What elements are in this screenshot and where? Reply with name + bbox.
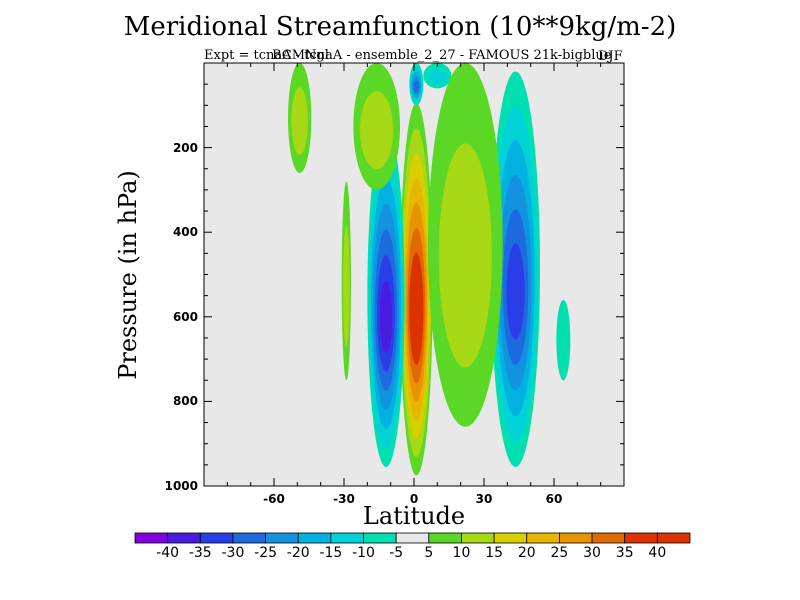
colorbar-label: 20 (517, 545, 536, 561)
cell-upper-negative-equator (409, 63, 424, 106)
colorbar-swatch (559, 532, 593, 544)
colorbar-label: -5 (389, 545, 404, 561)
contour-layer (288, 63, 571, 476)
colorbar-swatch (591, 532, 626, 544)
y-axis-label: Pressure (in hPa) (114, 170, 142, 380)
colorbar-label: 25 (550, 545, 569, 561)
colorbar-label: 30 (583, 545, 601, 561)
tick-marks (204, 63, 624, 486)
colorbar-swatch (199, 532, 234, 544)
season-label: DJF (598, 49, 623, 64)
contour-level (291, 87, 308, 156)
cell-upper-positive-south (353, 63, 400, 190)
contour-level (438, 143, 492, 368)
contour-level (506, 243, 525, 340)
colorbar-swatch (395, 532, 430, 544)
contour-level (427, 68, 448, 85)
contour-level (413, 80, 420, 93)
colorbar-label: -20 (286, 545, 310, 561)
colorbar-swatch (363, 532, 397, 544)
cell-north-hadley-positive (400, 103, 433, 476)
colorbar-label: -30 (221, 545, 245, 561)
colorbar-swatch (624, 532, 658, 544)
colorbar-label: -40 (156, 545, 180, 561)
chart-title: Meridional Streamfunction (10**9kg/m-2) (123, 12, 677, 42)
colorbar-swatch (134, 532, 169, 544)
colorbar-swatch (526, 532, 560, 544)
colorbar-swatch (428, 532, 462, 544)
x-axis-label: Latitude (362, 502, 466, 530)
colorbar-label: 10 (452, 545, 471, 561)
y-tick-label: 200 (172, 140, 198, 155)
colorbar-swatch (330, 532, 364, 544)
colorbar-label: -10 (352, 545, 375, 561)
contour-level (343, 225, 350, 348)
cell-positive-north-band (428, 63, 503, 427)
colorbar-label: -35 (188, 545, 212, 561)
cell-north-patch (556, 299, 571, 381)
colorbar-swatch (297, 532, 332, 544)
colorbar-label: -15 (319, 545, 343, 561)
colorbar-swatch (656, 532, 691, 544)
y-tick-label: 400 (172, 225, 198, 240)
x-tick-label: 60 (545, 492, 563, 506)
x-tick-label: -30 (333, 492, 355, 506)
cell-north-ferrel-negative (491, 71, 540, 467)
contour-level (411, 277, 422, 347)
chart-subtitle: Expt = tcnaA - tcnaA - ensemble_2_27 - F… (204, 48, 612, 63)
y-tick-label: 600 (172, 309, 198, 324)
colorbar-label: 35 (615, 545, 634, 561)
colorbar-swatch (493, 532, 528, 544)
contour-level (360, 91, 394, 170)
colorbar-label: 15 (485, 545, 504, 561)
colorbar (134, 532, 691, 544)
cell-upper-negative-north (423, 63, 452, 89)
y-tick-label: 1000 (164, 479, 198, 493)
contour-level (556, 299, 571, 381)
colorbar-swatch (265, 532, 299, 544)
cell-south-ferrel-negative (367, 126, 405, 467)
y-tick-label: 800 (172, 394, 198, 409)
colorbar-swatch (167, 532, 201, 544)
x-tick-label: 0 (409, 492, 419, 506)
colorbar-swatch (461, 532, 495, 544)
cell-mid-positive-south (341, 181, 352, 381)
x-tick-label: -60 (263, 492, 285, 506)
chart-subtitle-overlay: BCMNgl (272, 48, 329, 63)
colorbar-swatch (232, 532, 266, 544)
cell-upper-positive-southwest (288, 63, 312, 173)
colorbar-label: 5 (424, 545, 434, 561)
x-tick-label: 30 (475, 492, 493, 506)
colorbar-label: -25 (254, 545, 278, 561)
colorbar-label: 40 (648, 545, 667, 561)
contour-level (379, 281, 393, 353)
